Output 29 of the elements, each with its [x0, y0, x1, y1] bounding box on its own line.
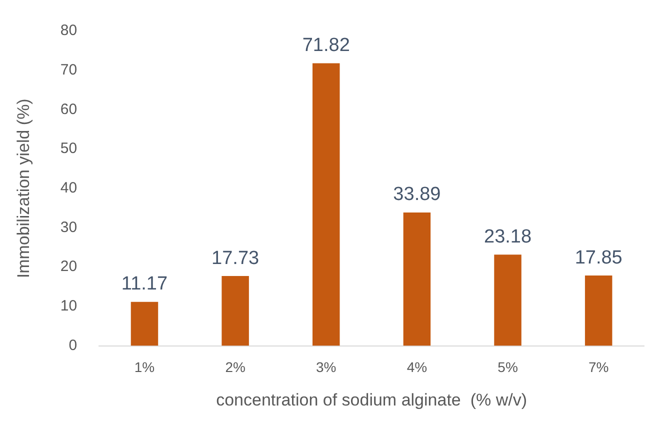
- x-tick-label: 5%: [498, 359, 518, 376]
- data-label: 17.85: [574, 247, 622, 268]
- y-tick-label: 30: [60, 218, 78, 236]
- data-label: 11.17: [121, 274, 168, 295]
- data-label: 33.89: [393, 184, 441, 206]
- bar: [312, 63, 340, 346]
- y-tick-label: 10: [60, 298, 78, 315]
- data-label: 17.73: [212, 248, 260, 269]
- bar: [130, 302, 158, 346]
- bar: [403, 212, 431, 346]
- x-tick-label: 7%: [588, 359, 609, 376]
- y-tick-label: 40: [60, 180, 78, 197]
- bar: [494, 254, 522, 346]
- y-tick-label: 50: [60, 140, 78, 158]
- x-tick-label: 2%: [225, 359, 246, 376]
- y-tick-label: 70: [60, 61, 78, 78]
- bar: [222, 276, 249, 346]
- x-tick-label: 1%: [134, 359, 155, 376]
- bar: [584, 276, 612, 346]
- x-tick-label: 3%: [316, 359, 336, 376]
- y-tick-label: 20: [60, 258, 78, 276]
- data-label: 23.18: [484, 226, 532, 248]
- y-tick-label: 60: [60, 100, 78, 118]
- y-tick-label: 80: [60, 22, 78, 40]
- data-label: 71.82: [302, 34, 350, 56]
- x-axis-title: concentration of sodium alginate (% w/v): [216, 390, 527, 410]
- x-tick-label: 4%: [406, 359, 428, 376]
- y-axis-title: Immobilization yield (%): [14, 98, 33, 278]
- y-tick-label: 0: [68, 336, 78, 354]
